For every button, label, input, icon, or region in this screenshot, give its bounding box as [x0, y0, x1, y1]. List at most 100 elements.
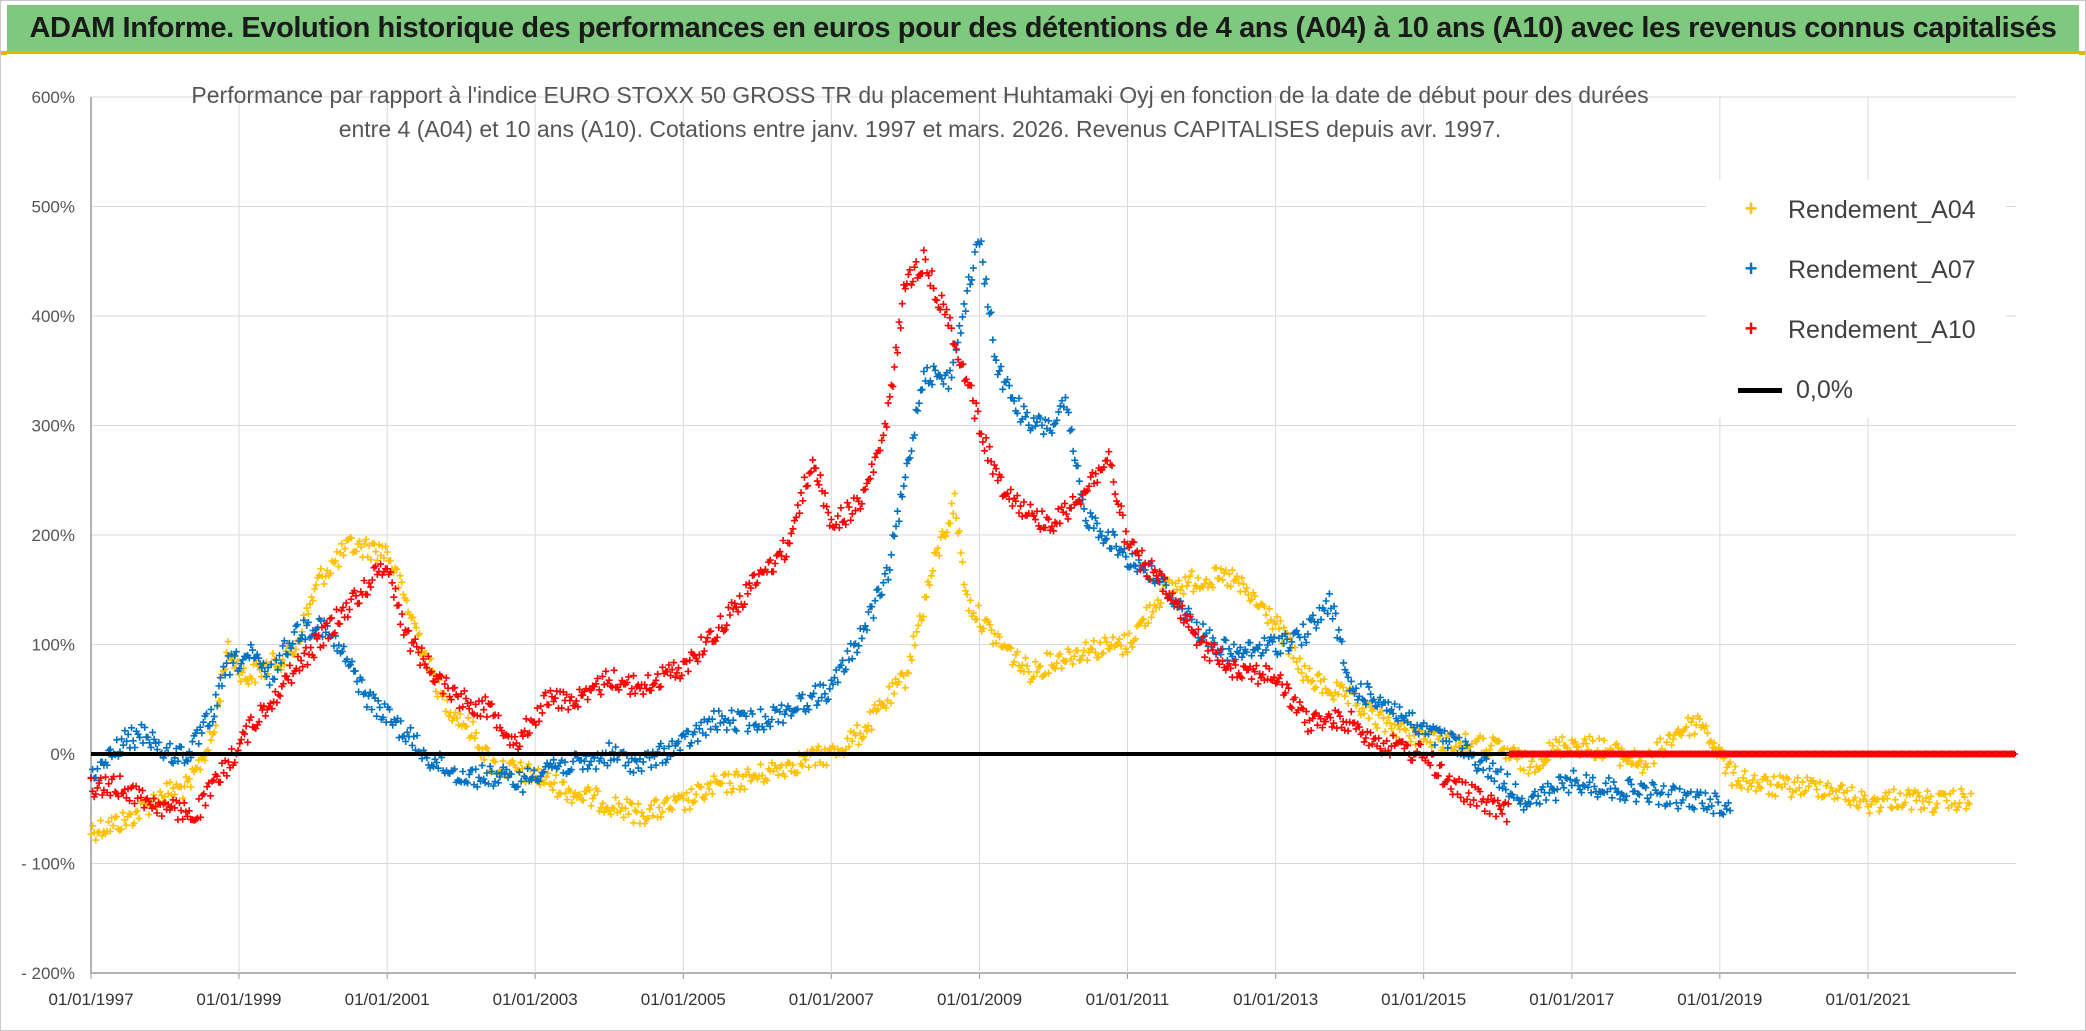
data-point — [563, 691, 571, 699]
data-point — [562, 789, 569, 797]
data-point — [1486, 765, 1494, 773]
data-point — [1669, 782, 1677, 790]
data-point — [1533, 799, 1540, 807]
data-point — [723, 726, 731, 734]
data-point — [906, 653, 914, 660]
data-point — [331, 557, 339, 565]
legend-marker-a10: + — [1744, 316, 1758, 341]
data-point — [370, 564, 378, 572]
data-point — [1458, 744, 1466, 752]
data-point — [1726, 807, 1734, 815]
data-point — [1040, 430, 1048, 438]
data-point — [835, 524, 843, 532]
legend-label-a04: Rendement_A04 — [1788, 196, 1976, 224]
data-point — [963, 287, 971, 295]
data-point — [930, 284, 938, 292]
data-point — [949, 510, 957, 518]
data-point — [905, 669, 913, 677]
data-point — [1431, 741, 1439, 749]
data-point — [1186, 572, 1194, 580]
data-point — [130, 819, 138, 827]
data-point — [555, 763, 562, 770]
data-point — [1674, 805, 1682, 813]
data-point — [280, 661, 288, 668]
data-point — [340, 643, 348, 650]
data-point — [524, 765, 532, 773]
data-point — [1020, 498, 1028, 506]
data-point — [552, 771, 560, 779]
data-point — [196, 723, 204, 731]
data-point — [1083, 656, 1091, 664]
data-point — [1088, 469, 1096, 476]
data-point — [990, 353, 998, 360]
data-point — [1240, 649, 1247, 657]
chart-legend: + Rendement_A04 + Rendement_A07 + Rendem… — [1706, 180, 2006, 418]
data-point — [1202, 639, 1210, 647]
legend-item-a07: + Rendement_A07 — [1706, 250, 2006, 290]
data-point — [927, 572, 935, 580]
data-point — [1069, 447, 1077, 455]
data-point — [856, 505, 864, 513]
data-point — [889, 679, 896, 687]
data-point — [678, 671, 686, 679]
data-point — [1018, 512, 1026, 520]
data-point — [1510, 744, 1518, 752]
legend-label-zero: 0,0% — [1796, 376, 1853, 404]
data-point — [163, 779, 171, 787]
data-point — [1155, 603, 1163, 611]
data-point — [207, 705, 215, 713]
data-point — [1352, 684, 1360, 692]
data-point — [781, 772, 789, 780]
data-point — [1391, 700, 1399, 708]
data-point — [747, 777, 755, 785]
data-point — [1336, 712, 1344, 720]
data-point — [761, 713, 769, 720]
data-point — [952, 514, 960, 522]
data-point — [787, 767, 795, 775]
data-point — [153, 746, 161, 753]
data-point — [699, 651, 707, 659]
data-point — [386, 705, 393, 713]
data-point — [514, 783, 522, 791]
data-point — [1334, 690, 1342, 698]
data-point — [1119, 511, 1127, 519]
data-point — [1803, 774, 1811, 781]
data-point — [232, 648, 240, 656]
data-point — [586, 786, 594, 794]
data-point — [418, 644, 426, 652]
data-point — [197, 813, 204, 821]
data-point — [997, 363, 1005, 370]
data-point — [129, 737, 137, 745]
data-point — [628, 755, 636, 762]
data-point — [673, 669, 681, 677]
series-2 — [87, 237, 1734, 818]
data-point — [338, 540, 346, 548]
data-point — [1581, 735, 1589, 743]
data-point — [1787, 793, 1795, 801]
data-point — [1329, 615, 1337, 623]
data-point — [778, 701, 785, 709]
data-point — [346, 606, 353, 613]
data-point — [1367, 729, 1375, 737]
data-point — [564, 706, 572, 714]
data-point — [1655, 801, 1663, 809]
data-point — [615, 686, 623, 694]
data-point — [594, 787, 602, 795]
data-point — [647, 801, 655, 809]
data-point — [1173, 603, 1181, 611]
data-point — [1526, 763, 1534, 771]
data-point — [119, 809, 127, 817]
data-point — [136, 733, 144, 741]
data-point — [1486, 810, 1494, 818]
data-point — [655, 804, 663, 811]
data-point — [1550, 787, 1558, 795]
y-tick-label: 0% — [50, 745, 75, 764]
data-point — [1077, 656, 1085, 664]
data-point — [934, 544, 942, 552]
data-point — [908, 281, 915, 289]
data-point — [1330, 602, 1338, 610]
data-point — [687, 739, 695, 747]
data-point — [534, 765, 542, 773]
data-point — [1010, 397, 1018, 405]
data-point — [734, 771, 742, 779]
